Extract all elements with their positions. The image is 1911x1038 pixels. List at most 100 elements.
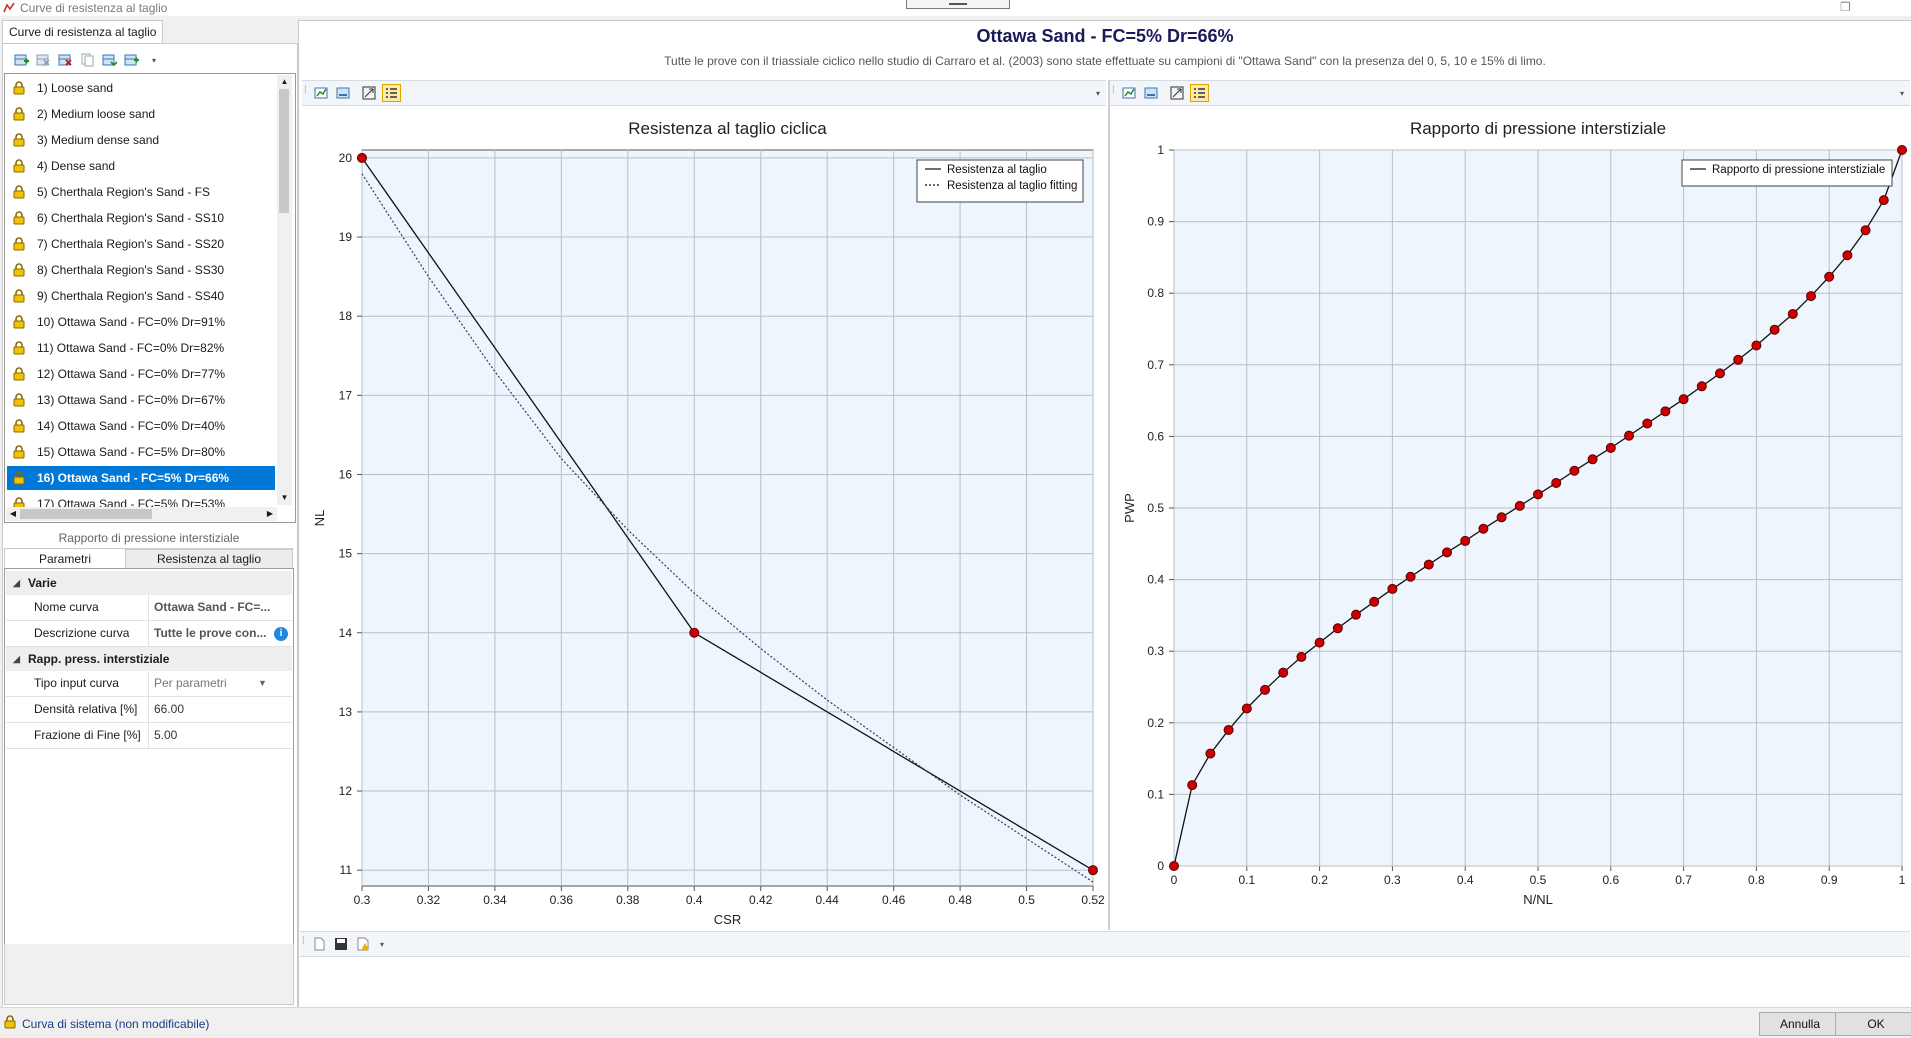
- image-icon[interactable]: [336, 86, 351, 100]
- tab-curve-list[interactable]: Curve di resistenza al taglio: [2, 20, 164, 43]
- x-tick-label: 0.7: [1675, 873, 1692, 887]
- y-tick-label: 0.4: [1147, 573, 1164, 587]
- category-rapp-press[interactable]: ◢ Rapp. press. interstiziale: [6, 647, 292, 671]
- toolbar-overflow-icon[interactable]: ▾: [1900, 89, 1905, 98]
- scroll-right-icon[interactable]: ▶: [266, 509, 274, 518]
- row-tipo-input[interactable]: Tipo input curva Per parametri ▼: [6, 671, 292, 697]
- list-item[interactable]: 9) Cherthala Region's Sand - SS40: [7, 284, 275, 308]
- legend-entry: Resistenza al taglio: [947, 164, 1047, 176]
- scroll-left-icon[interactable]: ◀: [9, 509, 17, 518]
- import-icon[interactable]: [102, 53, 117, 67]
- chevron-down-icon[interactable]: ▼: [258, 678, 267, 688]
- list-item[interactable]: 5) Cherthala Region's Sand - FS: [7, 180, 275, 204]
- status-bar: [0, 1007, 1911, 1038]
- data-point: [1241, 703, 1252, 714]
- list-item[interactable]: 8) Cherthala Region's Sand - SS30: [7, 258, 275, 282]
- collapse-arrow-icon[interactable]: ◢: [13, 654, 20, 664]
- new-document-icon[interactable]: [312, 937, 327, 951]
- y-tick-label: 18: [339, 309, 353, 323]
- data-point: [1860, 225, 1871, 236]
- tab-resistenza-taglio[interactable]: Resistenza al taglio: [125, 549, 293, 570]
- curve-description: Tutte le prove con il triassiale ciclico…: [664, 54, 1546, 68]
- lock-icon: [13, 237, 25, 251]
- list-item-label: 11) Ottawa Sand - FC=0% Dr=82%: [37, 341, 225, 355]
- x-tick-label: 0.42: [749, 893, 773, 907]
- add-curve-icon[interactable]: [14, 53, 29, 67]
- y-tick-label: 0.6: [1147, 429, 1164, 443]
- lock-icon: [13, 133, 25, 147]
- restore-icon[interactable]: ❐: [1840, 0, 1851, 14]
- info-icon[interactable]: i: [274, 627, 288, 641]
- nome-curva-value[interactable]: Ottawa Sand - FC=...: [154, 600, 271, 614]
- collapse-arrow-icon[interactable]: ◢: [13, 578, 20, 588]
- export-chart-icon[interactable]: [1122, 86, 1137, 100]
- list-item-label: 8) Cherthala Region's Sand - SS30: [37, 263, 225, 277]
- list-item-label: 16) Ottawa Sand - FC=5% Dr=66%: [37, 471, 230, 485]
- descrizione-value[interactable]: Tutte le prove con...: [154, 626, 267, 640]
- data-point: [689, 627, 700, 638]
- list-item[interactable]: 1) Loose sand: [7, 76, 275, 100]
- drag-grip[interactable]: [906, 0, 1010, 9]
- ok-button[interactable]: OK: [1835, 1012, 1911, 1036]
- x-tick-label: 0.9: [1821, 873, 1838, 887]
- lock-icon: [13, 341, 25, 355]
- tab-parametri[interactable]: Parametri: [4, 548, 126, 569]
- data-point: [1806, 291, 1816, 302]
- image-icon[interactable]: [1144, 86, 1159, 100]
- scroll-thumb[interactable]: [279, 89, 289, 213]
- toolbar-overflow-icon[interactable]: ▾: [1096, 89, 1101, 98]
- data-point: [1897, 145, 1907, 155]
- legend-toggle-icon[interactable]: [382, 84, 401, 102]
- list-item[interactable]: 6) Cherthala Region's Sand - SS10: [7, 206, 275, 230]
- scroll-up-icon[interactable]: ▲: [280, 77, 289, 86]
- list-item[interactable]: 10) Ottawa Sand - FC=0% Dr=91%: [7, 310, 275, 334]
- copy-icon[interactable]: [80, 53, 95, 67]
- data-point: [1314, 637, 1325, 648]
- x-tick-label: 0.6: [1602, 873, 1619, 887]
- cancel-button[interactable]: Annulla: [1759, 1012, 1841, 1036]
- category-varie[interactable]: ◢ Varie: [6, 571, 292, 595]
- y-tick-label: 15: [339, 547, 353, 561]
- list-item[interactable]: 4) Dense sand: [7, 154, 275, 178]
- chart-splitter[interactable]: [1108, 80, 1110, 930]
- list-item[interactable]: 13) Ottawa Sand - FC=0% Dr=67%: [7, 388, 275, 412]
- list-item-label: 2) Medium loose sand: [37, 107, 156, 121]
- save-icon[interactable]: [334, 937, 349, 951]
- row-densita-relativa[interactable]: Densità relativa [%] 66.00: [6, 697, 292, 723]
- list-item[interactable]: 3) Medium dense sand: [7, 128, 275, 152]
- delete-rows-icon[interactable]: [36, 53, 51, 67]
- legend-toggle-icon[interactable]: [1190, 84, 1209, 102]
- row-descrizione-curva[interactable]: Descrizione curva Tutte le prove con... …: [6, 621, 292, 647]
- lock-icon: [13, 159, 25, 173]
- x-tick-label: 0: [1171, 873, 1178, 887]
- report-icon[interactable]: [356, 937, 371, 951]
- frazione-fine-input[interactable]: 5.00: [154, 728, 178, 742]
- fit-view-icon[interactable]: [1170, 86, 1185, 100]
- list-item-label: 10) Ottawa Sand - FC=0% Dr=91%: [37, 315, 226, 329]
- toolbar-overflow-icon[interactable]: ▾: [380, 940, 385, 949]
- list-item[interactable]: 2) Medium loose sand: [7, 102, 275, 126]
- list-horizontal-scrollbar[interactable]: ◀ ▶: [6, 507, 277, 521]
- data-point: [1842, 250, 1853, 261]
- list-item[interactable]: 14) Ottawa Sand - FC=0% Dr=40%: [7, 414, 275, 438]
- scroll-down-icon[interactable]: ▼: [280, 493, 289, 502]
- tipo-input-select[interactable]: Per parametri: [154, 676, 227, 690]
- list-item[interactable]: 7) Cherthala Region's Sand - SS20: [7, 232, 275, 256]
- list-item[interactable]: 15) Ottawa Sand - FC=5% Dr=80%: [7, 440, 275, 464]
- list-vertical-scrollbar[interactable]: ▲ ▼: [277, 75, 292, 505]
- list-item[interactable]: 16) Ottawa Sand - FC=5% Dr=66%: [7, 466, 275, 490]
- densita-relativa-input[interactable]: 66.00: [154, 702, 185, 716]
- fit-view-icon[interactable]: [362, 86, 377, 100]
- delete-curve-icon[interactable]: [58, 53, 73, 67]
- toolbar-overflow-icon[interactable]: ▾: [152, 56, 157, 65]
- export-chart-icon[interactable]: [314, 86, 329, 100]
- row-nome-curva[interactable]: Nome curva Ottawa Sand - FC=...: [6, 595, 292, 621]
- lock-icon: [13, 419, 25, 433]
- list-item[interactable]: 12) Ottawa Sand - FC=0% Dr=77%: [7, 362, 275, 386]
- bottom-toolbar: ⁞ ▾: [300, 931, 1910, 957]
- row-frazione-fine[interactable]: Frazione di Fine [%] 5.00: [6, 723, 292, 749]
- data-point: [1878, 195, 1889, 206]
- list-item[interactable]: 11) Ottawa Sand - FC=0% Dr=82%: [7, 336, 275, 360]
- export-icon[interactable]: [124, 53, 139, 67]
- hscroll-thumb[interactable]: [20, 509, 152, 519]
